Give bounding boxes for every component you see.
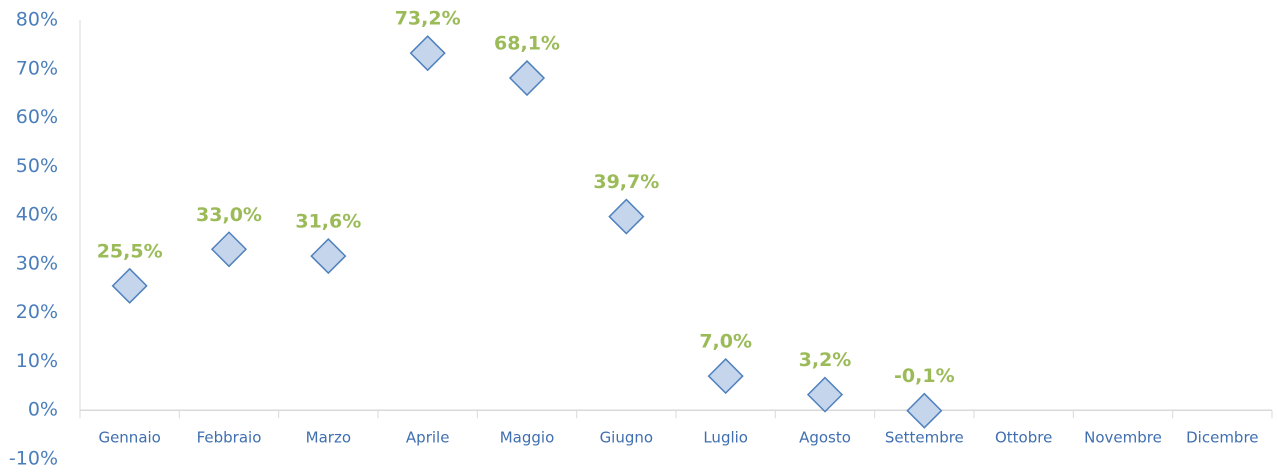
marker	[806, 376, 844, 413]
y-tick-label: 0%	[28, 399, 58, 421]
data-label: 39,7%	[593, 171, 659, 193]
y-tick-label: 80%	[16, 9, 58, 31]
marker	[310, 238, 347, 275]
x-tick-label: Giugno	[600, 429, 654, 447]
y-tick-label: 70%	[16, 57, 58, 79]
y-tick-label: 50%	[16, 155, 58, 177]
marker	[508, 59, 546, 97]
x-tick-label: Dicembre	[1186, 429, 1258, 447]
y-tick-label: 10%	[16, 350, 58, 372]
x-tick-label: Settembre	[885, 429, 964, 447]
marker	[409, 35, 446, 72]
x-tick-label: Ottobre	[995, 429, 1052, 447]
data-label: 25,5%	[97, 240, 163, 262]
data-label: 31,6%	[295, 211, 361, 233]
x-tick-label: Agosto	[799, 429, 851, 447]
marker	[111, 267, 148, 304]
y-tick-label: 30%	[16, 252, 58, 274]
data-label: 33,0%	[196, 204, 262, 226]
data-label: 3,2%	[799, 349, 852, 371]
x-tick-label: Novembre	[1084, 429, 1162, 447]
data-label: 68,1%	[494, 33, 560, 55]
x-tick-label: Aprile	[406, 429, 450, 447]
marker	[707, 358, 744, 395]
x-tick-label: Luglio	[703, 429, 748, 447]
data-label: 73,2%	[395, 8, 461, 30]
x-tick-label: Maggio	[500, 429, 555, 447]
marker	[906, 392, 943, 429]
data-label: -0,1%	[894, 365, 955, 387]
x-tick-label: Marzo	[306, 429, 351, 447]
y-tick-label: 20%	[16, 301, 58, 323]
x-tick-label: Gennaio	[98, 429, 160, 447]
x-tick-label: Febbraio	[197, 429, 262, 447]
y-tick-label: -10%	[9, 448, 58, 470]
data-label: 7,0%	[699, 331, 752, 353]
y-tick-label: 40%	[16, 204, 58, 226]
marker	[608, 198, 645, 235]
marker	[210, 231, 248, 268]
y-tick-label: 60%	[16, 106, 58, 128]
